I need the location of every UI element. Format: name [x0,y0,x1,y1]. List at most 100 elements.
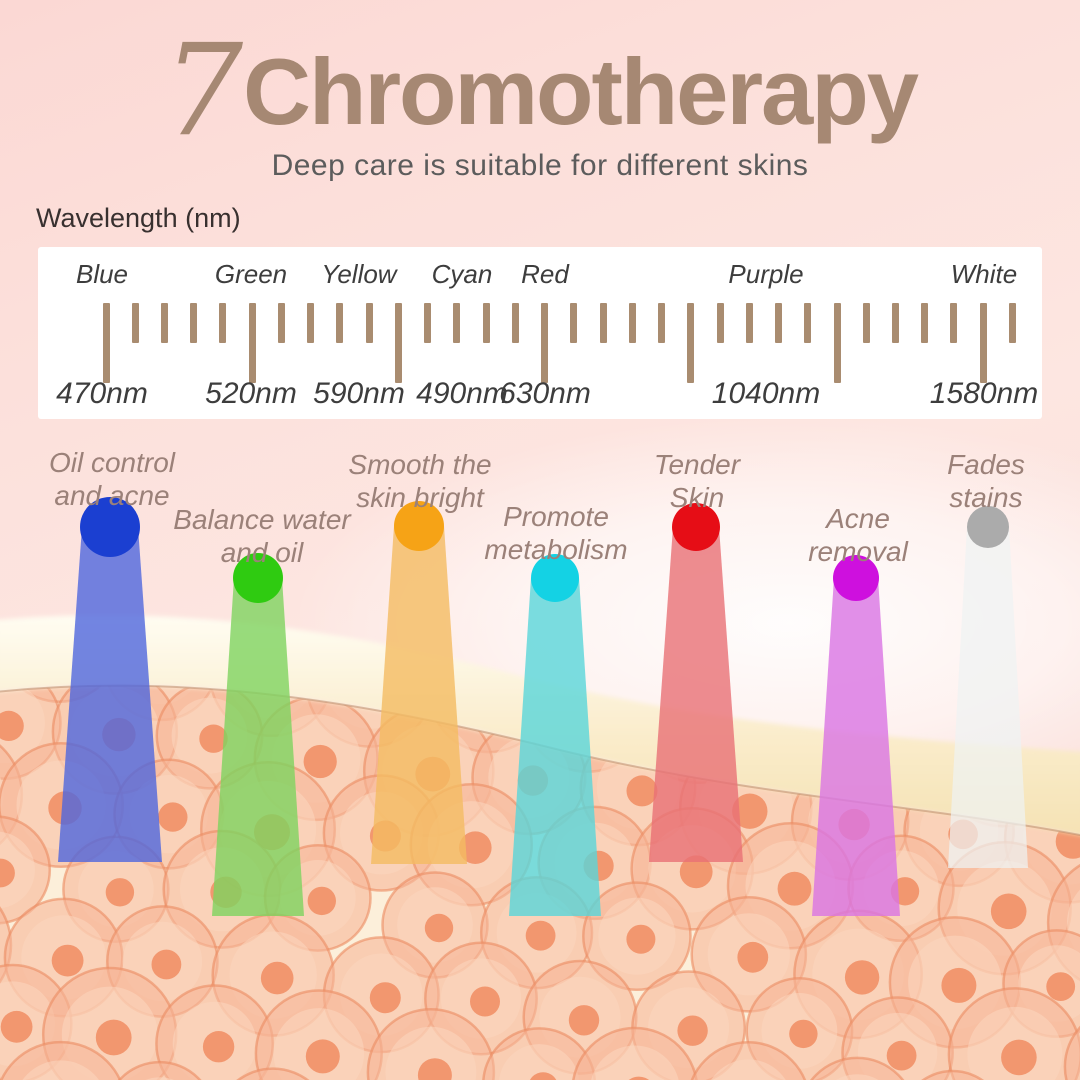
skin-cell-nucleus [886,1040,917,1071]
light-dot [394,501,444,551]
ruler-wavelength-label-blue: 470nm [56,377,148,410]
ruler-wavelength-label-cyan: 490nm [416,377,508,410]
skin-cell-nucleus [470,986,500,1017]
ruler-tick-major [687,303,695,383]
ruler-wavelength-label-green: 520nm [205,377,297,410]
ruler-tick-minor [745,303,753,343]
skin-cell-nucleus [307,886,336,916]
skin-cell-nucleus [202,1031,235,1063]
skin-cell-nucleus [568,1005,600,1036]
ruler-wavelength-label-red: 630nm [499,377,591,410]
skin-cell [899,1069,1006,1080]
title-text: Chromotherapy [243,39,919,144]
ruler-tick-minor [511,303,519,343]
ruler-color-label-blue: Blue [75,259,129,289]
ruler-tick-minor [131,303,139,343]
skin-cell-nucleus [158,802,188,832]
ruler-tick-minor [950,303,958,343]
ruler-tick-major [248,303,256,383]
skin-cell-nucleus [417,1058,452,1080]
skin-cell-nucleus [151,949,182,980]
ruler-tick-minor [219,303,227,343]
light-dot [672,503,720,551]
skin-cell-nucleus [626,924,656,954]
light-beam [509,578,601,916]
skin-cell-nucleus [260,961,294,995]
ruler-tick-minor [570,303,578,343]
light-dot [80,497,140,557]
light-dot [233,553,283,603]
skin-cell-nucleus [990,893,1027,930]
beam-label-line: and acne [54,480,170,511]
ruler-tick-major [394,303,402,383]
ruler-wavelength-label-yellow: 590nm [313,377,405,410]
ruler-tick-minor [628,303,636,343]
ruler-color-label-green: Green [214,259,288,289]
ruler-tick-minor [862,303,870,343]
light-beam [649,527,743,862]
skin-cell-nucleus [1001,1039,1037,1076]
light-beam [58,527,162,862]
ruler-tick-minor [190,303,198,343]
light-dot [967,506,1009,548]
skin-cell-body [589,1045,680,1080]
skin-cell-nucleus [424,913,454,943]
skin-cell-nucleus [199,724,228,753]
ruler-tick-major [979,303,987,383]
ruler-tick-minor [482,303,490,343]
beam-label-line: Oil control [48,447,176,478]
ruler-tick-minor [365,303,373,343]
ruler-tick-minor [336,303,344,343]
ruler-tick-minor [599,303,607,343]
beam-label: Tender Skin [567,448,827,514]
beam-label-line: Acne [826,503,890,534]
beam-label-line: and oil [220,537,304,568]
ruler-tick-major [541,303,549,383]
ruler-wavelength-label-white: 1580nm [929,377,1039,410]
beam-label-line: Fades [947,449,1025,480]
skin-cell-body [0,831,35,909]
skin-cell [1046,854,1080,992]
ruler-tick-minor [658,303,666,343]
skin-cell-body [498,1044,580,1080]
skin-cell [797,1056,917,1080]
beam-label: Balance water and oil [132,503,392,569]
wavelength-caption: Wavelength (nm) [36,203,241,233]
light-beams [58,497,1028,916]
ruler-tick-minor [775,303,783,343]
ruler-tick-major [102,303,110,383]
ruler-tick-major [833,303,841,383]
skin-cell-nucleus [525,920,556,951]
wavelength-ruler: Blue 470nm Green 520nm Yellow 590nm Cyan 490nm R… [38,247,1042,419]
ruler-tick-minor [921,303,929,343]
header: 7 Chromotherapy Deep care is suitable fo… [0,26,1080,183]
beam-label: Smooth the skin bright [290,448,550,514]
skin-cell-nucleus [789,1019,818,1049]
skin-cell-nucleus [777,871,812,906]
skin-cell-nucleus [0,710,24,742]
skin-cell-nucleus [51,944,84,977]
light-dot [833,555,879,601]
skin-cell-nucleus [0,858,15,888]
beam-label-line: metabolism [484,534,628,565]
beam-label-line: Promote [503,501,609,532]
beam-label: Promote metabolism [426,500,686,566]
ruler-wavelength-label-purple: 1040nm [711,377,821,410]
skin-cell [104,1060,216,1080]
beam-label-line: Balance water [173,504,351,535]
ruler-tick-minor [307,303,315,343]
ruler-tick-minor [424,303,432,343]
skin-cell-nucleus [105,878,135,907]
skin-cell-nucleus [844,960,880,995]
ruler-color-label-purple: Purple [728,259,804,289]
ruler-color-label-cyan: Cyan [431,259,493,289]
beam-label: Fades stains [856,448,1080,514]
light-dot [531,554,579,602]
beam-label-line: skin bright [356,482,484,513]
ruler-tick-minor [160,303,168,343]
light-beam [812,578,900,916]
skin-cell-nucleus [459,831,492,864]
subtitle: Deep care is suitable for different skin… [271,149,809,182]
